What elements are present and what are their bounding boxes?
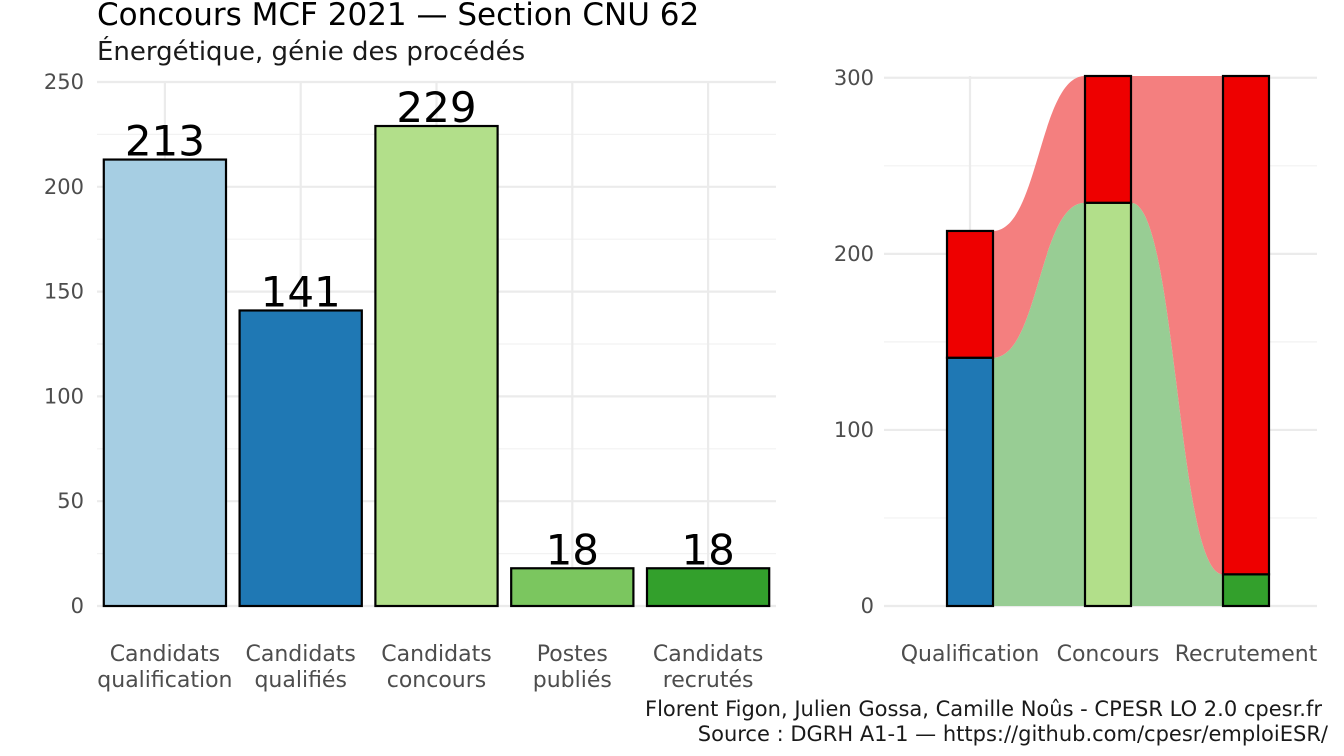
flow-band-top — [1131, 76, 1223, 575]
x-tick-label: Qualification — [901, 642, 1040, 667]
x-tick-label: Concours — [1057, 642, 1160, 667]
bar-value-label: 213 — [125, 117, 205, 166]
x-tick-label: recrutés — [663, 668, 754, 693]
bar — [645, 567, 771, 608]
x-tick-label: Recrutement — [1175, 642, 1318, 667]
y-tick-label: 100 — [44, 384, 84, 408]
x-tick-label: publiés — [533, 668, 612, 693]
x-tick-label: Candidats — [653, 642, 763, 667]
stack-segment-bottom — [945, 356, 995, 608]
bar-value-label: 18 — [546, 525, 599, 574]
x-tick-label: Postes — [537, 642, 608, 667]
stack-segment-top — [945, 229, 995, 359]
y-tick-label: 200 — [44, 175, 84, 199]
flow-band-bottom — [1131, 202, 1223, 606]
y-tick-label: 200 — [834, 242, 874, 266]
x-tick-label: qualifiés — [254, 668, 346, 693]
bar — [102, 158, 228, 608]
y-tick-label: 0 — [71, 594, 84, 618]
flow-band-top — [993, 76, 1085, 358]
x-tick-label: Candidats — [110, 642, 220, 667]
caption-authors: Florent Figon, Julien Gossa, Camille Noû… — [645, 697, 1322, 721]
stack-segment-top — [1221, 74, 1271, 576]
y-tick-label: 300 — [834, 66, 874, 90]
y-tick-label: 0 — [861, 594, 874, 618]
caption-source: Source : DGRH A1-1 — https://github.com/… — [698, 722, 1329, 746]
bar — [510, 567, 635, 608]
x-tick-label: Candidats — [381, 642, 491, 667]
y-tick-label: 50 — [57, 489, 84, 513]
bar — [238, 309, 363, 608]
stack-segment-bottom — [1083, 201, 1133, 608]
bar — [374, 124, 499, 608]
x-tick-label: Candidats — [245, 642, 355, 667]
chart-subtitle: Énergétique, génie des procédés — [97, 35, 525, 67]
stack-segment-top — [1083, 74, 1133, 204]
chart-title: Concours MCF 2021 — Section CNU 62 — [97, 0, 699, 33]
y-tick-label: 100 — [834, 418, 874, 442]
bar-value-label: 18 — [681, 525, 734, 574]
bar-chart-panel: 050100150200250213Candidatsqualification… — [44, 70, 776, 693]
x-tick-label: qualification — [97, 668, 232, 693]
x-tick-label: concours — [387, 668, 487, 693]
flow-band-bottom — [993, 202, 1085, 606]
bar-value-label: 229 — [396, 83, 476, 132]
bar-value-label: 141 — [261, 267, 341, 316]
y-tick-label: 250 — [44, 70, 84, 94]
alluvial-chart-panel: 0 100 200 300 Qualification Concours Recruteme… — [834, 66, 1318, 667]
y-tick-label: 150 — [44, 280, 84, 304]
stack-segment-bottom — [1221, 573, 1271, 608]
